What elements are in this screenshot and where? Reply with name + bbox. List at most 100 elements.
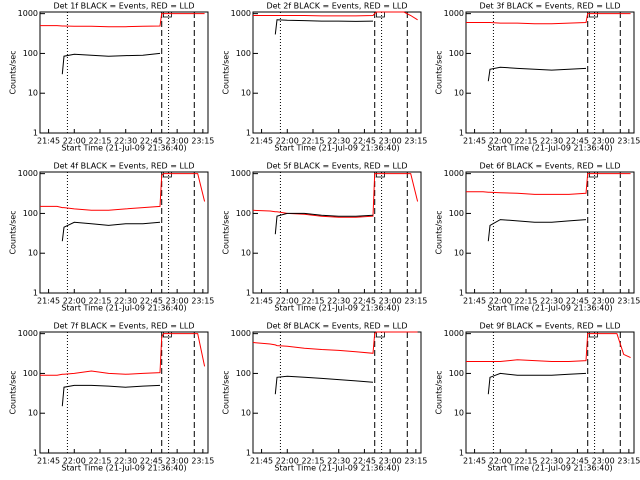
saa-box [163, 331, 172, 338]
x-tick-label: 23:00 [166, 297, 189, 306]
y-tick-label: 10 [28, 409, 38, 418]
y-axis-label: Counts/sec [435, 210, 444, 254]
y-axis-label: Counts/sec [222, 50, 231, 94]
series-line [274, 375, 374, 395]
y-axis-label: Counts/sec [9, 210, 18, 254]
x-tick-label: 23:15 [404, 137, 427, 146]
saa-box [376, 11, 385, 18]
y-tick-label: 100 [23, 209, 38, 218]
y-tick-label: 10 [454, 249, 464, 258]
series-line [466, 13, 631, 25]
y-axis-label: Counts/sec [9, 370, 18, 414]
x-tick-label: 22:15 [514, 137, 537, 146]
x-tick-label: 22:00 [63, 457, 86, 466]
x-tick-label: 22:00 [489, 297, 512, 306]
chart-title: Det 1f BLACK = Events, RED = LLD [53, 2, 194, 11]
chart-title: Det 3f BLACK = Events, RED = LLD [479, 2, 620, 11]
x-tick-label: 22:00 [489, 137, 512, 146]
series-line [40, 13, 205, 28]
x-tick-label: 23:15 [617, 297, 640, 306]
plot-frame [252, 11, 422, 134]
series-line [466, 333, 631, 362]
y-tick-label: 1000 [231, 9, 251, 18]
x-tick-label: 21:45 [463, 137, 486, 146]
x-tick-label: 22:00 [63, 297, 86, 306]
x-tick-label: 22:30 [327, 457, 350, 466]
x-tick-label: 22:00 [63, 137, 86, 146]
chart-title: Det 9f BLACK = Events, RED = LLD [479, 322, 620, 331]
x-axis-label: Start Time (21-Jul-09 21:36:40) [487, 304, 612, 313]
y-tick-label: 10 [454, 89, 464, 98]
series-line [274, 212, 374, 235]
x-tick-label: 22:00 [276, 457, 299, 466]
x-tick-label: 23:00 [379, 297, 402, 306]
y-tick-label: 1 [459, 129, 464, 138]
y-tick-label: 1000 [444, 329, 464, 338]
x-axis-label: Start Time (21-Jul-09 21:36:40) [274, 144, 399, 153]
x-tick-label: 23:15 [404, 297, 427, 306]
saa-box [589, 11, 598, 18]
x-tick-label: 22:45 [353, 457, 376, 466]
plot-frame [39, 171, 209, 294]
x-tick-label: 23:00 [379, 137, 402, 146]
panel: Det 7f BLACK = Events, RED = LLD Start Ti… [9, 322, 215, 473]
y-axis-label: Counts/sec [435, 370, 444, 414]
y-tick-label: 1000 [18, 329, 38, 338]
x-tick-label: 22:45 [140, 297, 163, 306]
plot-frame [252, 171, 422, 294]
plot-frame [465, 11, 635, 134]
series-line [61, 221, 161, 242]
x-tick-label: 22:30 [540, 297, 563, 306]
x-tick-label: 22:00 [276, 137, 299, 146]
series-line [252, 173, 419, 218]
x-tick-label: 22:45 [566, 297, 589, 306]
plot-frame [252, 331, 422, 454]
series-line [487, 372, 587, 395]
saa-box [376, 331, 385, 338]
y-axis-label: Counts/sec [222, 370, 231, 414]
x-tick-label: 22:30 [540, 457, 563, 466]
series-line [61, 384, 161, 407]
x-tick-label: 21:45 [463, 457, 486, 466]
series-line [40, 333, 206, 376]
y-tick-label: 100 [236, 49, 251, 58]
y-tick-label: 1 [246, 289, 251, 298]
series-line [274, 19, 374, 35]
x-tick-label: 22:15 [301, 137, 324, 146]
y-axis-label: Counts/sec [435, 50, 444, 94]
x-tick-label: 23:15 [191, 137, 214, 146]
series-line [253, 11, 418, 21]
y-tick-label: 100 [236, 209, 251, 218]
saa-box [589, 171, 598, 178]
x-tick-label: 23:15 [617, 457, 640, 466]
x-tick-label: 21:45 [37, 137, 60, 146]
x-tick-label: 22:00 [489, 457, 512, 466]
plot-frame [465, 171, 635, 294]
x-tick-label: 22:15 [301, 297, 324, 306]
y-axis-label: Counts/sec [222, 210, 231, 254]
panel: Det 2f BLACK = Events, RED = LLD Start Ti… [222, 2, 428, 153]
saa-box [163, 11, 172, 18]
x-tick-label: 22:15 [514, 457, 537, 466]
x-tick-label: 21:45 [37, 457, 60, 466]
x-tick-label: 22:30 [114, 457, 137, 466]
saa-box [163, 171, 172, 178]
series-line [61, 52, 161, 75]
x-tick-label: 22:45 [566, 137, 589, 146]
y-tick-label: 10 [241, 89, 251, 98]
x-tick-label: 22:00 [276, 297, 299, 306]
y-tick-label: 100 [449, 369, 464, 378]
y-tick-label: 1 [459, 449, 464, 458]
panel: Det 3f BLACK = Events, RED = LLD Start Ti… [435, 2, 640, 153]
y-tick-label: 100 [236, 369, 251, 378]
y-tick-label: 100 [23, 369, 38, 378]
x-tick-label: 21:45 [250, 297, 273, 306]
plot-frame [465, 331, 635, 454]
x-tick-label: 22:30 [327, 137, 350, 146]
x-axis-label: Start Time (21-Jul-09 21:36:40) [487, 464, 612, 473]
y-tick-label: 1000 [444, 9, 464, 18]
x-axis-label: Start Time (21-Jul-09 21:36:40) [61, 464, 186, 473]
x-tick-label: 22:45 [353, 137, 376, 146]
